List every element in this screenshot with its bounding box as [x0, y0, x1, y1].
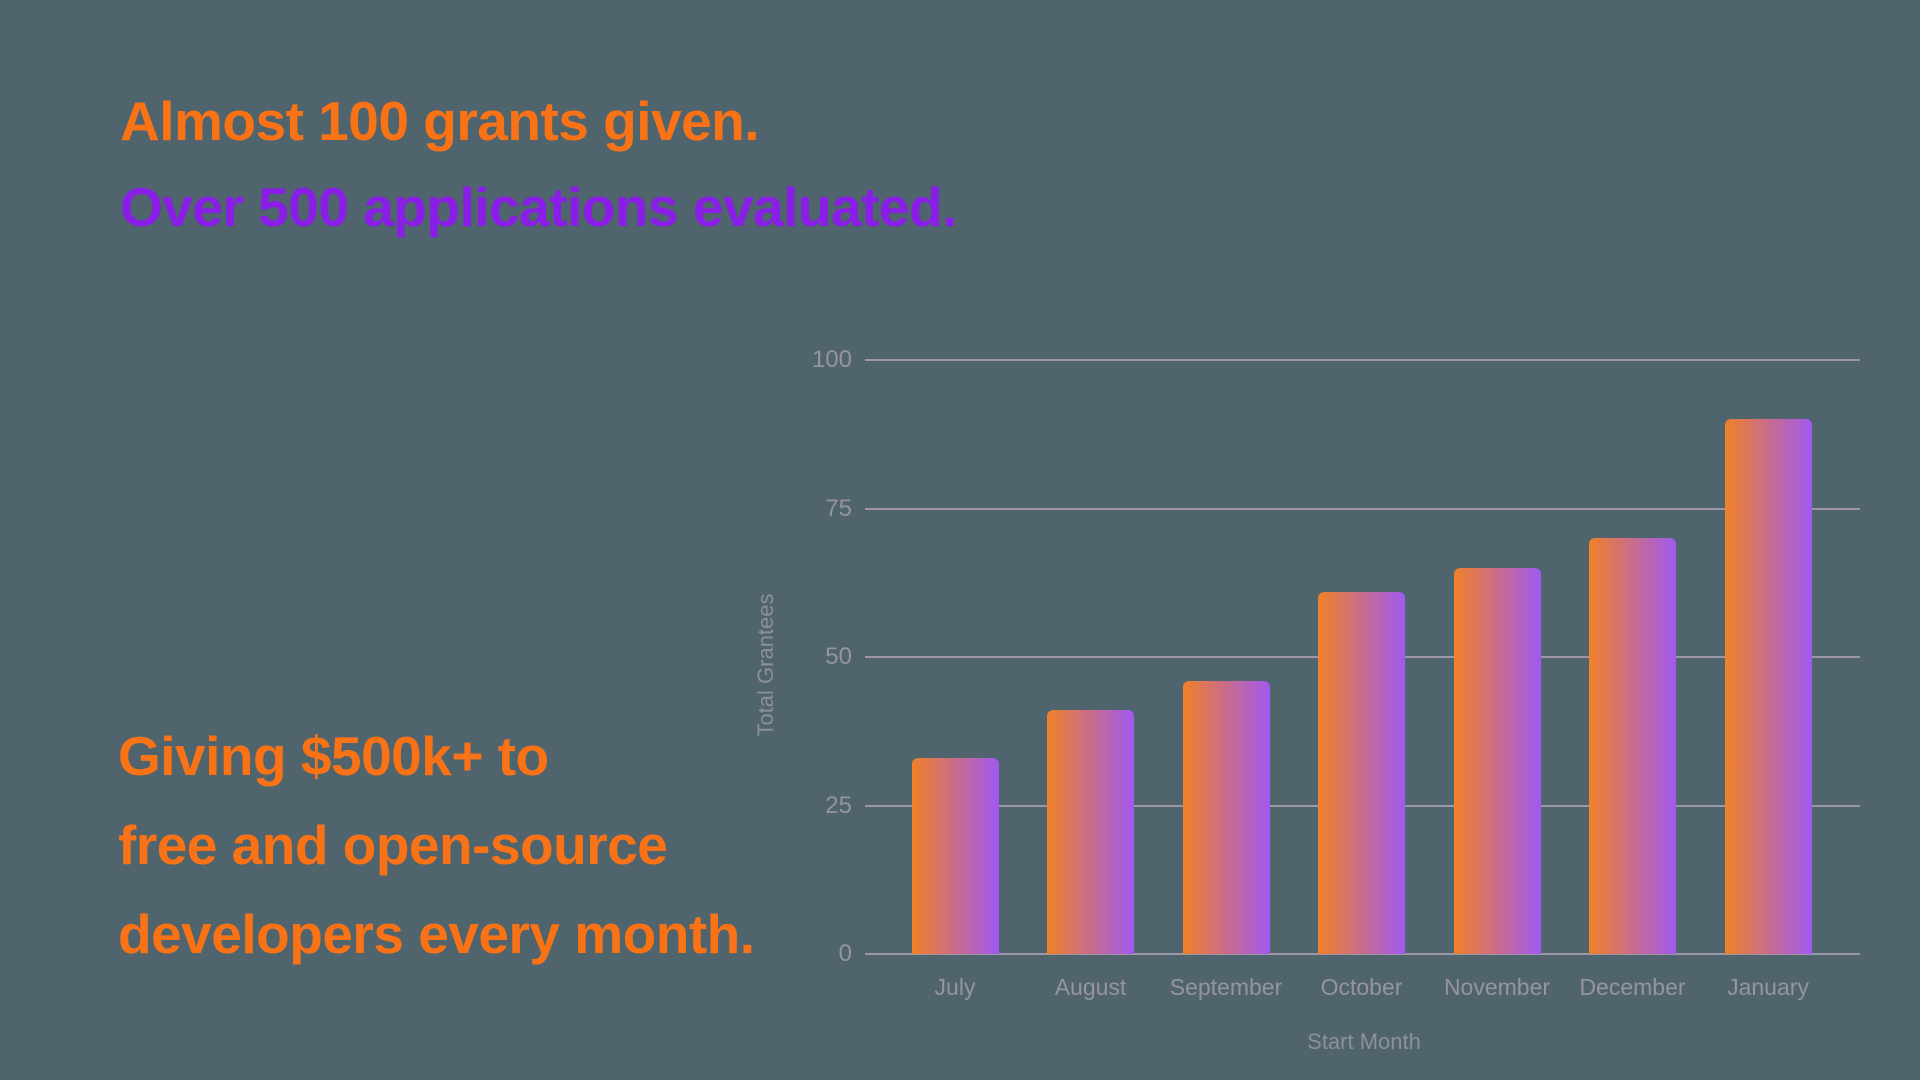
- gridline-0: [865, 953, 1860, 955]
- headline-foss: free and open-source: [118, 814, 668, 876]
- bar-december: [1589, 538, 1676, 954]
- x-tick-label-september: September: [1169, 974, 1283, 1000]
- y-tick-label-0: 0: [838, 940, 852, 967]
- y-tick-label-50: 50: [825, 643, 852, 670]
- bar-january: [1724, 419, 1812, 954]
- x-tick-label-january: January: [1727, 974, 1809, 1000]
- bar-august: [1047, 710, 1134, 954]
- x-tick-label-august: August: [1054, 974, 1127, 1000]
- y-axis-title: Total Grantees: [753, 593, 778, 737]
- headline-every-month: developers every month.: [118, 903, 755, 965]
- x-tick-label-july: July: [934, 974, 976, 1000]
- y-tick-label-75: 75: [825, 494, 852, 522]
- bar-july: [911, 757, 999, 954]
- headline-applications-evaluated: Over 500 applications evaluated.: [120, 176, 957, 238]
- headline-grants-given: Almost 100 grants given.: [120, 90, 760, 152]
- gridline-75: [865, 507, 1860, 510]
- bar-october: [1318, 591, 1405, 954]
- bar-november: [1453, 567, 1541, 954]
- gridline-100: [865, 359, 1860, 361]
- x-axis-title: Start Month: [1307, 1029, 1421, 1054]
- y-tick-label-25: 25: [825, 791, 852, 819]
- headline-bottom: Giving $500k+ to free and open-source de…: [118, 712, 755, 979]
- x-tick-label-november: November: [1443, 974, 1551, 1000]
- bar-september: [1182, 680, 1270, 954]
- x-tick-label-december: December: [1579, 974, 1686, 1000]
- headline-giving-amount: Giving $500k+ to: [118, 725, 549, 787]
- x-tick-label-october: October: [1320, 974, 1403, 1000]
- y-tick-label-100: 100: [811, 346, 852, 373]
- headline-top: Almost 100 grants given. Over 500 applic…: [120, 78, 957, 250]
